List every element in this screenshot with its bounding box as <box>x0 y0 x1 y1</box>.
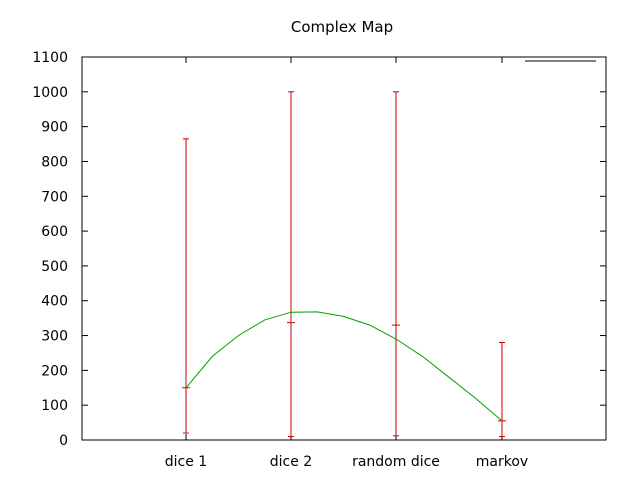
y-axis: 0 100 200 300 400 500 600 700 800 900 1000 1100 <box>32 50 606 449</box>
y-tick-label: 600 <box>41 224 68 240</box>
error-bar <box>182 138 190 434</box>
y-tick-label: 300 <box>41 329 68 345</box>
error-bar <box>287 91 295 438</box>
y-tick-label: 1100 <box>32 50 68 66</box>
error-bar <box>392 91 400 437</box>
y-tick-label: 500 <box>41 259 68 275</box>
y-tick-label: 800 <box>41 154 68 170</box>
y-tick-label: 900 <box>41 120 68 136</box>
error-bar <box>498 342 506 438</box>
y-tick-label: 1000 <box>32 85 68 101</box>
y-tick-label: 100 <box>41 398 68 414</box>
fit-curve-line <box>185 311 503 422</box>
series-layer <box>182 91 506 438</box>
plot-frame <box>81 56 607 441</box>
x-tick-label: dice 2 <box>270 454 312 470</box>
y-tick-label: 200 <box>41 363 68 379</box>
x-axis: dice 1 dice 2 random dice markov <box>165 57 528 470</box>
x-tick-label: random dice <box>352 454 440 470</box>
x-tick-label: markov <box>476 454 528 470</box>
y-tick-label: 0 <box>59 433 68 449</box>
y-tick-label: 700 <box>41 189 68 205</box>
y-tick-label: 400 <box>41 294 68 310</box>
chart-title: Complex Map <box>291 18 393 36</box>
x-tick-label: dice 1 <box>165 454 207 470</box>
